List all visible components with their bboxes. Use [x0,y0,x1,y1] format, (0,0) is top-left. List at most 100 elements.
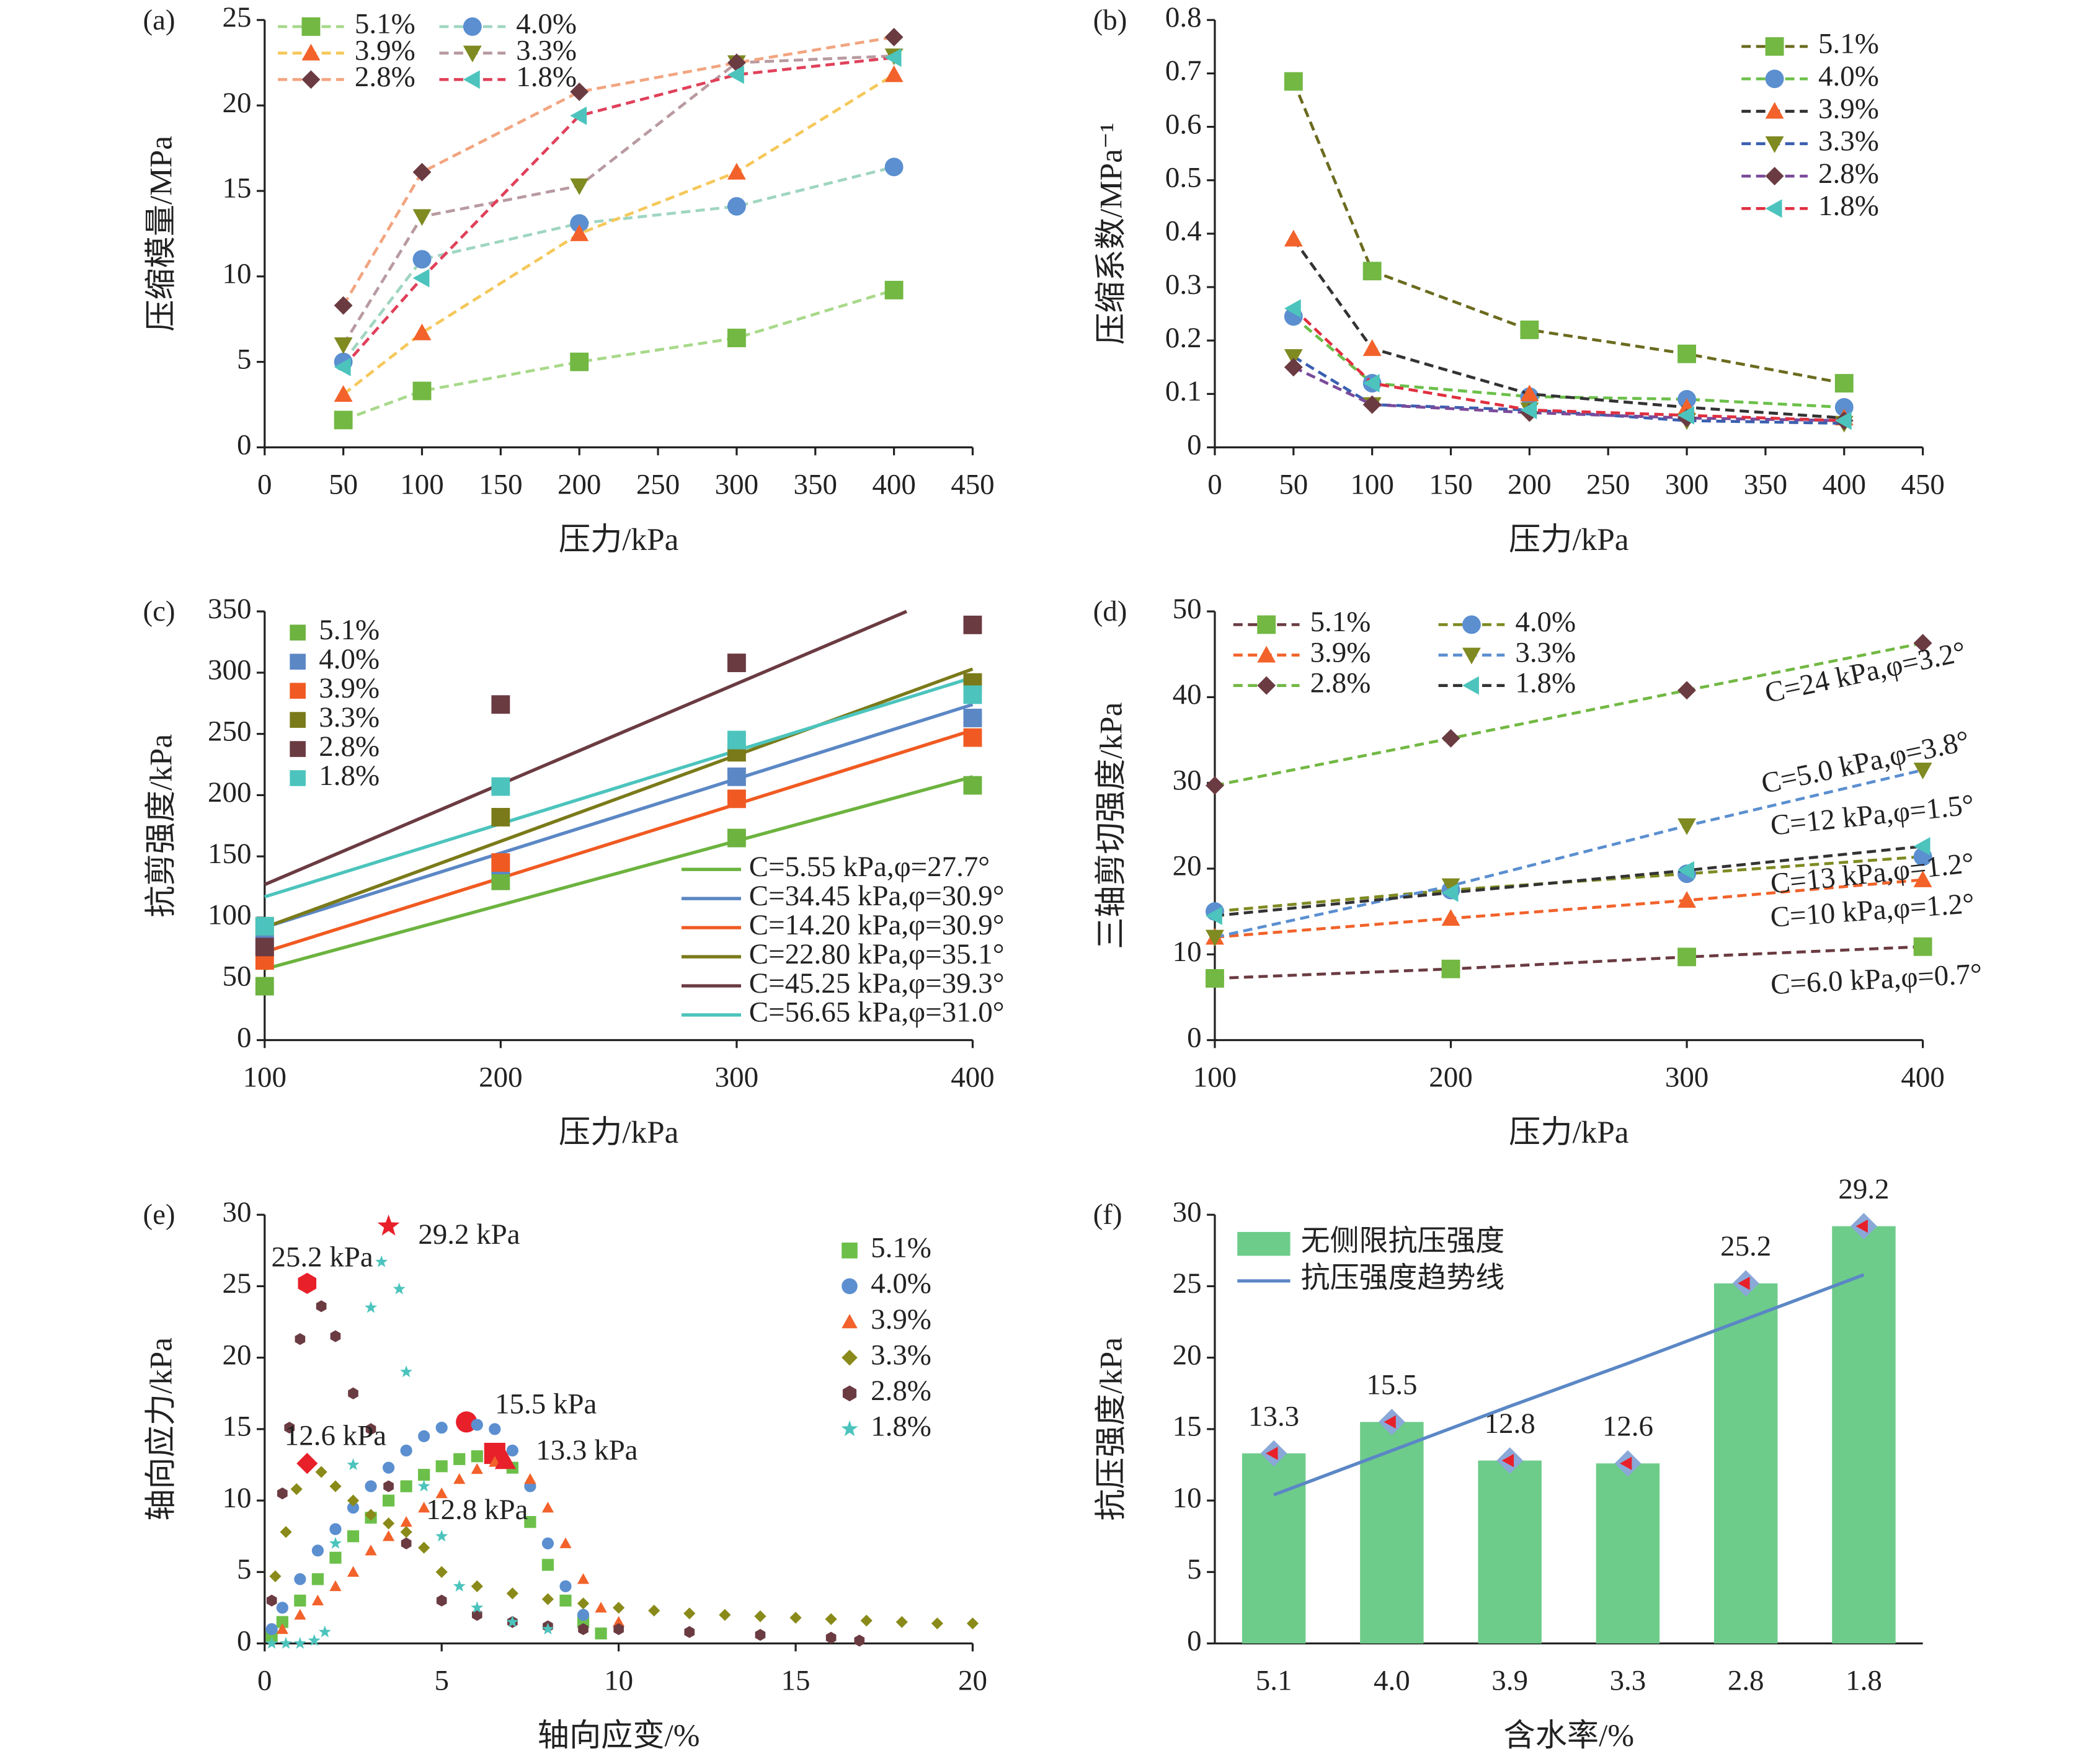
x-tick-label: 250 [1586,468,1630,500]
legend-swatch [1237,1231,1291,1256]
series-line [1292,81,1845,385]
point [491,871,510,890]
point [453,1473,466,1484]
legend-label: 4.0% [1818,60,1879,92]
series-line [342,288,895,422]
point [266,1594,277,1607]
point [577,1608,590,1621]
point [311,1594,324,1606]
y-tick-label: 25 [1173,1267,1202,1300]
point [269,1570,282,1582]
annotation: 15.5 kPa [495,1388,597,1420]
point [1362,339,1382,357]
y-tick-label: 300 [208,654,251,686]
point [1206,969,1224,988]
peak-point [296,1453,318,1474]
panel-label: (a) [143,4,175,36]
annotation: C=6.0 kPa,φ=0.7° [1770,957,1983,1001]
point [334,385,353,402]
fit-legend-label: C=14.20 kPa,φ=30.9° [749,909,1005,941]
point [1520,401,1537,420]
point [570,214,589,233]
point [435,1460,448,1473]
x-tick-label: 3.9 [1491,1664,1528,1696]
point [491,808,510,827]
legend-marker [1257,645,1276,663]
point [393,1282,406,1295]
x-tick-label: 350 [794,468,837,500]
point [541,1622,554,1635]
point [1441,883,1459,902]
fit-line [264,676,974,898]
point [613,1602,625,1614]
y-tick-label: 350 [208,593,251,625]
legend-marker [1765,37,1784,56]
point [471,1450,483,1463]
x-tick-label: 100 [1193,1061,1237,1093]
point [1206,776,1224,795]
x-tick-label: 100 [1350,468,1393,500]
bar [1596,1463,1660,1644]
y-tick-label: 30 [1173,764,1202,796]
legend-label: 4.0% [1515,606,1576,638]
x-tick-label: 0 [1207,468,1222,500]
x-tick-label: 150 [1429,468,1472,500]
point [1284,299,1301,318]
point [1913,870,1932,887]
point [330,1330,341,1342]
point [963,709,982,727]
point [471,1608,482,1621]
y-tick-label: 5 [1187,1553,1201,1585]
x-tick-label: 2.8 [1728,1664,1764,1696]
point [1520,384,1539,402]
legend-marker [301,70,321,89]
point [541,1593,554,1605]
point [435,1530,448,1542]
fit-legend-label: C=5.55 kPa,φ=27.7° [749,851,990,883]
fit-line [264,667,974,929]
x-axis-label: 压力/kPa [1509,1115,1629,1150]
point [1206,929,1224,947]
legend-marker [842,1349,858,1366]
point [471,1419,483,1431]
y-tick-label: 15 [223,1411,252,1443]
y-tick-label: 25 [223,1267,252,1300]
x-tick-label: 5 [434,1664,448,1696]
point [284,1421,295,1434]
y-tick-label: 40 [1173,678,1202,711]
point [884,48,902,67]
legend-label: 2.8% [1818,157,1879,190]
annotation: 12.8 kPa [426,1494,528,1526]
y-tick-label: 15 [223,172,252,205]
bar [1360,1422,1424,1644]
point [435,1421,448,1434]
point [365,1509,377,1521]
fit-line [264,729,974,954]
point [1441,878,1460,895]
legend-marker [842,1242,858,1259]
x-tick-label: 5.1 [1256,1664,1292,1696]
y-tick-label: 0.3 [1165,268,1202,301]
point [1834,397,1854,417]
y-tick-label: 0.2 [1165,322,1202,354]
x-tick-label: 4.0 [1374,1664,1410,1696]
point [1677,891,1696,908]
point [491,853,510,872]
point [491,777,510,796]
legend-label: 5.1% [355,8,415,40]
point [884,27,904,47]
series-line [342,166,895,363]
x-tick-label: 450 [1901,468,1944,500]
bar [1478,1460,1542,1644]
x-tick-label: 200 [558,468,601,500]
point [401,1537,412,1549]
legend-marker [1765,102,1784,119]
legend-label: 无侧限抗压强度 [1301,1225,1505,1257]
point [418,1541,430,1554]
y-tick-label: 0.4 [1165,215,1202,247]
point [382,1517,395,1530]
legend-marker [463,17,482,36]
y-tick-label: 0 [237,428,251,461]
series-line [1214,945,1923,980]
